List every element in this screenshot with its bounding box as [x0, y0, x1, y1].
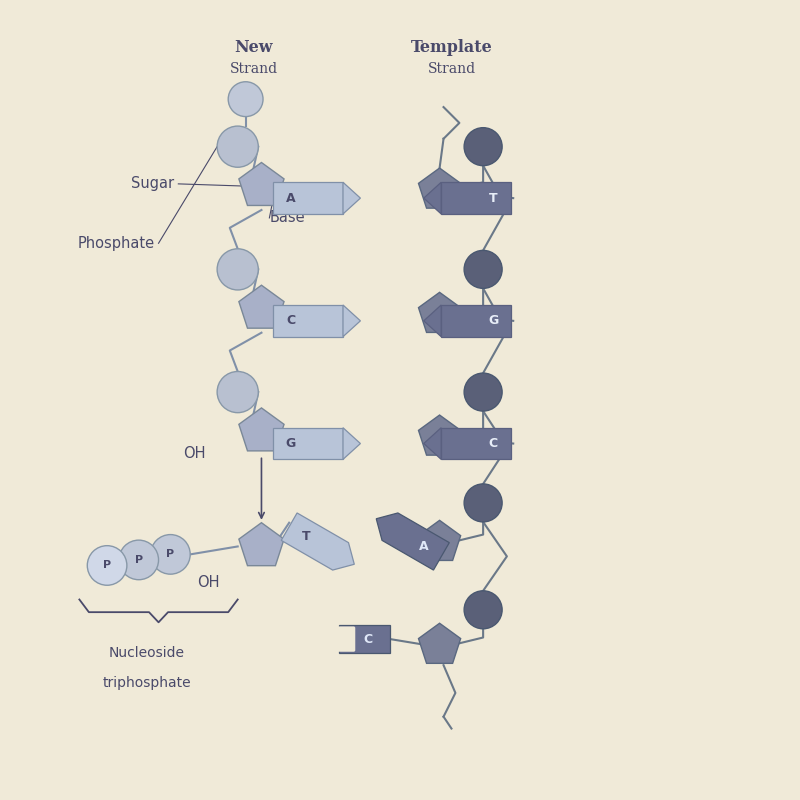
Text: C: C	[364, 633, 373, 646]
Polygon shape	[424, 428, 441, 459]
Polygon shape	[343, 428, 361, 459]
Text: A: A	[286, 192, 295, 205]
FancyBboxPatch shape	[441, 182, 511, 214]
Text: P: P	[103, 561, 111, 570]
Polygon shape	[418, 520, 461, 561]
Circle shape	[119, 540, 158, 580]
Text: OH: OH	[197, 574, 220, 590]
Polygon shape	[239, 162, 284, 206]
Polygon shape	[418, 415, 461, 455]
FancyBboxPatch shape	[274, 428, 343, 459]
Polygon shape	[239, 408, 284, 451]
Text: Strand: Strand	[230, 62, 278, 76]
FancyBboxPatch shape	[441, 428, 511, 459]
FancyBboxPatch shape	[338, 625, 390, 654]
Polygon shape	[343, 305, 361, 337]
Text: P: P	[134, 555, 143, 565]
Circle shape	[464, 373, 502, 411]
Circle shape	[228, 82, 263, 117]
Text: P: P	[166, 550, 174, 559]
Polygon shape	[424, 305, 441, 337]
Polygon shape	[418, 623, 461, 663]
Circle shape	[464, 484, 502, 522]
Text: G: G	[286, 437, 296, 450]
Polygon shape	[239, 286, 284, 328]
Polygon shape	[343, 182, 361, 214]
Circle shape	[217, 249, 258, 290]
Circle shape	[464, 128, 502, 166]
Text: Sugar: Sugar	[131, 176, 174, 191]
Circle shape	[150, 534, 190, 574]
FancyBboxPatch shape	[441, 305, 511, 337]
Circle shape	[87, 546, 127, 586]
Text: Nucleoside: Nucleoside	[109, 646, 185, 660]
Polygon shape	[282, 513, 354, 570]
Polygon shape	[418, 168, 461, 208]
Text: T: T	[302, 530, 310, 543]
Text: C: C	[286, 314, 295, 327]
Polygon shape	[376, 513, 450, 570]
FancyBboxPatch shape	[274, 305, 343, 337]
Text: triphosphate: triphosphate	[102, 676, 191, 690]
Text: C: C	[489, 437, 498, 450]
Text: T: T	[489, 192, 498, 205]
Text: OH: OH	[183, 446, 206, 462]
Text: A: A	[419, 540, 429, 553]
Text: Strand: Strand	[427, 62, 475, 76]
Polygon shape	[239, 522, 284, 566]
Circle shape	[217, 371, 258, 413]
Text: New: New	[234, 39, 273, 56]
FancyBboxPatch shape	[336, 626, 355, 652]
Circle shape	[464, 590, 502, 629]
Text: G: G	[488, 314, 498, 327]
Circle shape	[464, 250, 502, 288]
Circle shape	[217, 126, 258, 167]
Text: Template: Template	[410, 39, 492, 56]
Text: Phosphate: Phosphate	[78, 236, 154, 250]
Text: Base: Base	[270, 210, 305, 226]
Polygon shape	[418, 292, 461, 333]
Polygon shape	[424, 182, 441, 214]
FancyBboxPatch shape	[274, 182, 343, 214]
